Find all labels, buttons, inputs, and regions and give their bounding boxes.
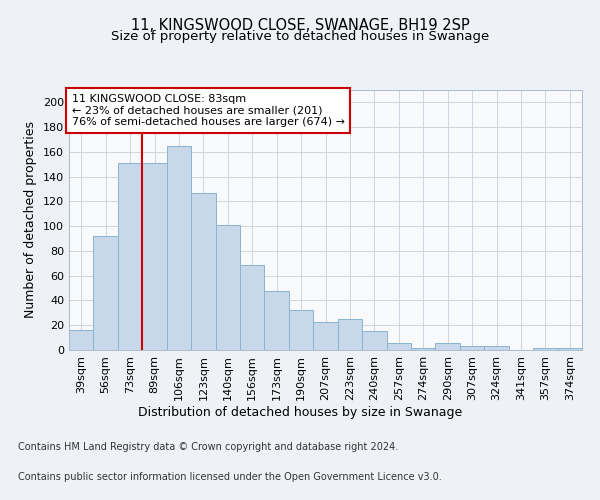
Bar (533, 348, 557, 350)
Bar (167, 146, 191, 350)
Bar (94, 236, 118, 350)
Text: Distribution of detached houses by size in Swanage: Distribution of detached houses by size … (138, 406, 462, 419)
Text: Contains HM Land Registry data © Crown copyright and database right 2024.: Contains HM Land Registry data © Crown c… (18, 442, 398, 452)
Y-axis label: Number of detached properties: Number of detached properties (25, 122, 37, 318)
Bar (460, 346, 484, 350)
Bar (265, 290, 289, 350)
Bar (484, 346, 509, 350)
Bar (191, 193, 215, 350)
Bar (118, 163, 142, 350)
Bar (240, 264, 265, 350)
Text: Contains public sector information licensed under the Open Government Licence v3: Contains public sector information licen… (18, 472, 442, 482)
Bar (289, 310, 313, 350)
Text: Size of property relative to detached houses in Swanage: Size of property relative to detached ho… (111, 30, 489, 43)
Bar (436, 342, 460, 350)
Bar (362, 332, 386, 350)
Bar (338, 319, 362, 350)
Bar (411, 348, 436, 350)
Bar (313, 322, 338, 350)
Bar (386, 342, 411, 350)
Bar (557, 348, 582, 350)
Bar (69, 330, 94, 350)
Bar (142, 163, 167, 350)
Text: 11, KINGSWOOD CLOSE, SWANAGE, BH19 2SP: 11, KINGSWOOD CLOSE, SWANAGE, BH19 2SP (131, 18, 469, 32)
Bar (215, 225, 240, 350)
Text: 11 KINGSWOOD CLOSE: 83sqm
← 23% of detached houses are smaller (201)
76% of semi: 11 KINGSWOOD CLOSE: 83sqm ← 23% of detac… (71, 94, 344, 127)
